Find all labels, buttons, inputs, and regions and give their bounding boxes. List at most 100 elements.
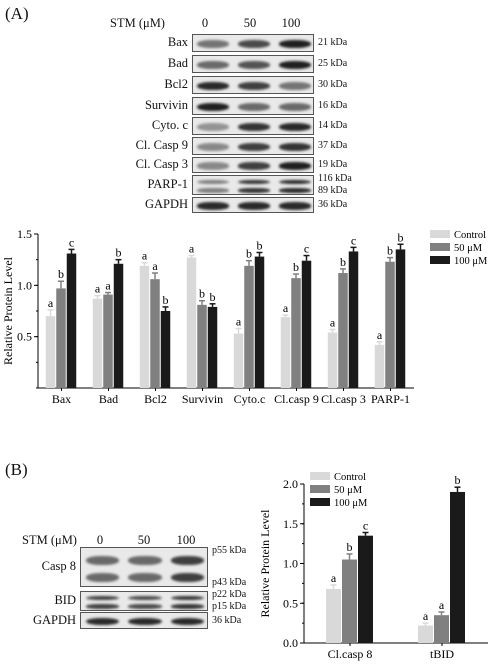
significance-letter: b (116, 246, 122, 260)
legend-swatch-50-m (430, 243, 450, 251)
bar-100-m-cl-casp-9 (301, 260, 312, 388)
significance-letter: b (58, 267, 64, 281)
panel_a-blot-label-parp-1: PARP-1 (147, 177, 188, 191)
panel_a-band-cl-casp-3-lane-2 (278, 162, 311, 170)
panel_a-band-parp-1-lane-2 (278, 180, 311, 185)
panel-b-stm-label: STM (μM) (22, 533, 77, 547)
bar-100-m-cl-casp-3 (348, 251, 359, 388)
panel_b-kda-casp-8-0: p55 kDa (212, 545, 247, 556)
panel_b-kda-bid-0: p22 kDa (212, 589, 247, 600)
bar-control-tbid (418, 625, 433, 643)
panel_b-band-casp-8-lane-2 (171, 556, 205, 565)
y-tick-label: 1.5 (283, 517, 298, 531)
y-tick-label: 1.5 (17, 227, 32, 241)
legend-label-100-m: 100 μM (334, 498, 368, 509)
bar-control-cyto-c (233, 333, 244, 388)
y-tick-label: 0.5 (283, 596, 298, 610)
panel_a-band-gapdh-lane-1 (238, 202, 270, 210)
significance-letter: a (330, 315, 336, 329)
panel_a-blot-strip-survivin (192, 97, 314, 115)
panel_b-band-casp-8-lane-2 (171, 572, 205, 582)
significance-letter: b (163, 293, 169, 307)
bar-control-cl-casp-9 (280, 317, 291, 388)
panel_a-kda-cl-casp-3-0: 19 kDa (318, 159, 348, 170)
panel_a-band-bcl2-lane-0 (197, 81, 230, 91)
panel-b-conc-0: 0 (96, 533, 104, 547)
significance-letter: a (95, 282, 101, 296)
panel_a-blot-label-survivin: Survivin (144, 98, 188, 112)
panel_b-blot-label-casp-8: Casp 8 (41, 559, 76, 573)
panel_a-band-bax-lane-2 (278, 39, 311, 49)
significance-letter: a (331, 571, 337, 585)
panel-b-bar-chart: 0.0 0.5 1.0 1.5 2.0 Relative Protein Level Cl.… (258, 472, 488, 661)
bar-50-m-cyto-c (244, 265, 254, 388)
panel_a-band-parp-1-lane-0 (197, 180, 230, 185)
panel_a-blot-label-cl-casp-9: Cl. Casp 9 (135, 138, 188, 152)
panel_b-kda-gapdh-0: 36 kDa (212, 614, 242, 626)
panel-a-conc-0: 0 (201, 16, 209, 30)
panel_b-blot-label-bid: BID (54, 593, 76, 607)
bar-50-m-parp-1 (385, 261, 395, 388)
significance-letter: a (439, 598, 445, 612)
y-tick-label: 1.0 (17, 278, 32, 292)
significance-letter: b (210, 290, 216, 304)
legend-label-control: Control (334, 472, 366, 483)
panel_a-kda-bad-0: 25 kDa (318, 58, 348, 69)
panel_a-blot-label-bax: Bax (167, 35, 188, 49)
panel_a-blot-strip-bcl2 (192, 76, 314, 94)
y-tick-label: 2.0 (283, 477, 298, 491)
bar-50-m-bad (103, 294, 113, 388)
legend-swatch-control (310, 472, 330, 480)
panel_a-band-survivin-lane-2 (278, 102, 311, 112)
panel_a-band-cl-casp-3-lane-1 (238, 162, 270, 170)
bar-50-m-survivin (197, 304, 207, 388)
bar-control-cl-casp-3 (327, 332, 338, 388)
panel_b-kda-casp-8-1: p43 kDa (212, 577, 247, 588)
panel_a-band-bax-lane-0 (197, 39, 230, 49)
bar-control-parp-1 (374, 344, 385, 388)
y-tick-label: 0.5 (17, 330, 32, 344)
panel_a-band-cl-casp-9-lane-0 (197, 142, 230, 152)
panel_a-blot-label-bad: Bad (167, 56, 188, 70)
significance-letter: a (377, 328, 383, 342)
panel_a-kda-cl-casp-9-0: 37 kDa (318, 140, 348, 151)
panel_b-band-bid-lane-0 (85, 604, 119, 609)
panel_b-band-bid-lane-2 (171, 604, 205, 609)
panel_a-kda-bcl2-0: 30 kDa (318, 79, 348, 90)
significance-letter: b (387, 244, 393, 258)
significance-letter: b (257, 238, 263, 252)
legend-label-control: Control (454, 230, 486, 241)
panel-a-conc-50: 50 (243, 16, 257, 30)
bar-50-m-cl-casp-8 (342, 559, 357, 643)
panel_b-band-casp-8-lane-0 (85, 572, 119, 582)
bar-50-m-cl-casp-3 (338, 273, 348, 388)
legend-swatch-100-m (430, 256, 450, 264)
significance-letter: a (423, 609, 429, 623)
bar-control-bad (92, 298, 103, 388)
legend-label-50-m: 50 μM (454, 243, 483, 254)
panel_b-band-bid-lane-1 (128, 604, 162, 609)
panel_a-blot-label-cyto-c: Cyto. c (151, 118, 188, 132)
panel-a-letter: (A) (5, 4, 29, 23)
bar-50-m-bax (56, 288, 66, 388)
significance-letter: b (199, 287, 205, 301)
significance-letter: c (304, 242, 309, 256)
panel_a-band-bcl2-lane-1 (238, 81, 270, 91)
panel_b-band-gapdh-lane-0 (85, 617, 119, 626)
panel_a-blot-strip-parp-1 (192, 175, 314, 195)
panel-b-conc-50: 50 (137, 533, 151, 547)
panel_a-band-cyto-c-lane-1 (238, 122, 270, 132)
significance-letter: b (340, 255, 346, 269)
panel_a-kda-bax-0: 21 kDa (318, 37, 348, 48)
significance-letter: a (189, 242, 195, 256)
bar-100-m-parp-1 (395, 249, 406, 388)
significance-letter: b (347, 540, 353, 554)
panel_a-kda-parp-1-0: 116 kDa (318, 173, 352, 184)
panel_b-blot-strip-gapdh (80, 612, 208, 629)
panel-b-letter: (B) (5, 460, 28, 479)
bar-control-survivin (186, 257, 197, 388)
panel_a-band-gapdh-lane-2 (278, 202, 311, 210)
panel_a-band-cyto-c-lane-0 (197, 122, 230, 132)
significance-letter: c (351, 233, 356, 247)
x-tick-label: tBID (430, 647, 454, 661)
